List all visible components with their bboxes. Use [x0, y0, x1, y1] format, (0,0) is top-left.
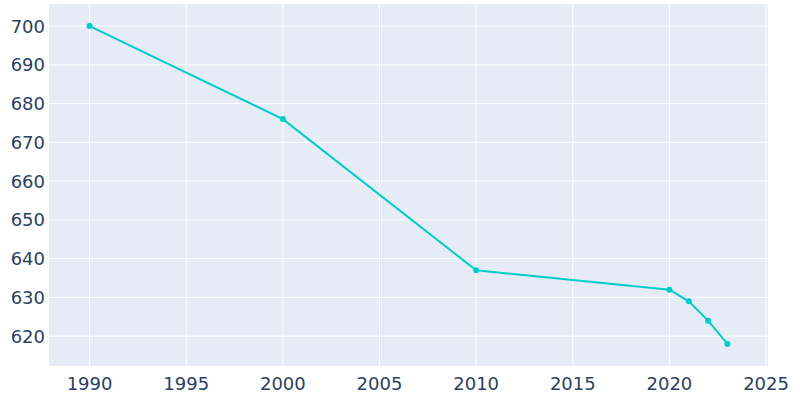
- y-grid-line: [49, 142, 768, 143]
- tick-labels: 620 630 640 650 660 670 680 690 700 1990 1995 2000 2…: [11, 16, 789, 394]
- series: [87, 23, 731, 347]
- y-tick-label: 670: [11, 132, 45, 153]
- chart-container: 620 630 640 650 660 670 680 690 700 1990 1995 2000 2…: [0, 0, 800, 400]
- marker: [666, 287, 672, 293]
- x-grid-line: [379, 4, 380, 366]
- x-grid-line: [572, 4, 573, 366]
- y-tick-label: 690: [11, 54, 45, 75]
- marker: [87, 23, 93, 29]
- x-tick-label: 2000: [260, 373, 306, 394]
- x-tick-label: 1990: [67, 373, 113, 394]
- y-tick-label: 700: [11, 16, 45, 37]
- y-grid-line: [49, 181, 768, 182]
- marker: [724, 341, 730, 347]
- x-grid-line: [766, 4, 767, 366]
- chart: 620 630 640 650 660 670 680 690 700 1990 1995 2000 2…: [0, 0, 800, 400]
- x-grid-line: [186, 4, 187, 366]
- x-tick-label: 2005: [357, 373, 403, 394]
- marker: [473, 267, 479, 273]
- x-grid-line: [89, 4, 90, 366]
- x-tick-label: 2010: [453, 373, 499, 394]
- y-tick-label: 680: [11, 93, 45, 114]
- y-tick-label: 650: [11, 209, 45, 230]
- x-tick-label: 2025: [743, 373, 789, 394]
- x-tick-label: 1995: [163, 373, 209, 394]
- y-grid-line: [49, 336, 768, 337]
- x-grid-line: [476, 4, 477, 366]
- y-tick-label: 640: [11, 248, 45, 269]
- y-grid-line: [49, 26, 768, 27]
- marker: [280, 116, 286, 122]
- y-grid-line: [49, 297, 768, 298]
- y-grid-line: [49, 258, 768, 259]
- y-grid-line: [49, 219, 768, 220]
- y-tick-label: 660: [11, 171, 45, 192]
- grid: [49, 4, 768, 366]
- x-grid-line: [282, 4, 283, 366]
- x-tick-label: 2020: [647, 373, 693, 394]
- x-tick-label: 2015: [550, 373, 596, 394]
- x-grid-line: [669, 4, 670, 366]
- marker: [686, 298, 692, 304]
- y-grid-line: [49, 103, 768, 104]
- line: [90, 26, 728, 344]
- y-tick-label: 620: [11, 326, 45, 347]
- y-tick-label: 630: [11, 287, 45, 308]
- marker: [705, 318, 711, 324]
- y-grid-line: [49, 64, 768, 65]
- plot-area: [49, 4, 768, 366]
